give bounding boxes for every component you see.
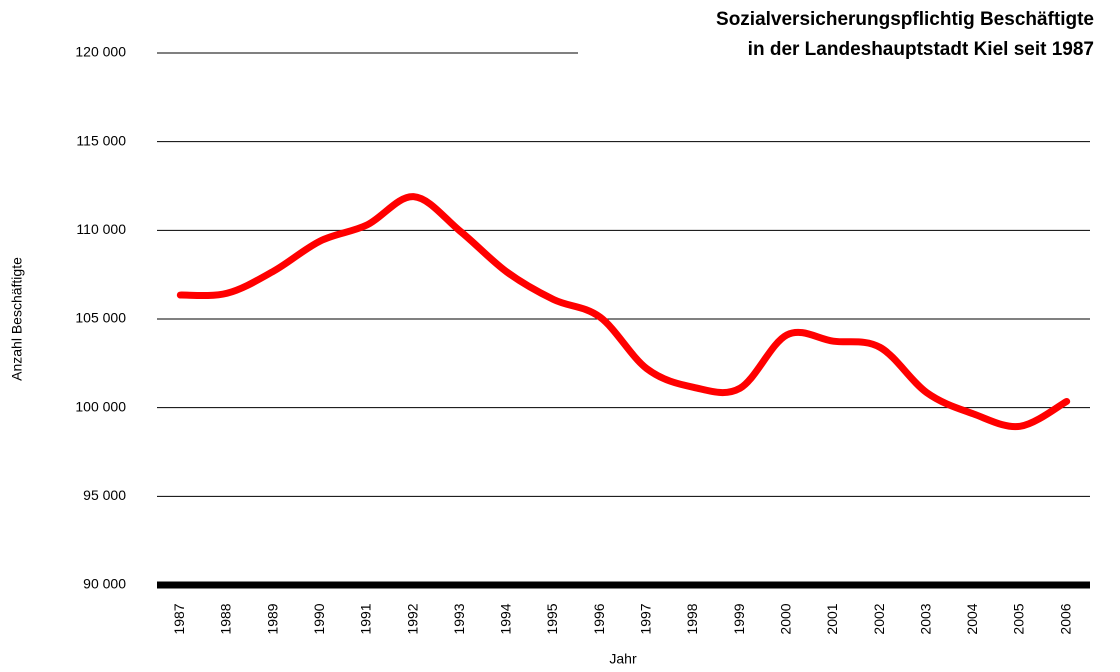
y-tick-label: 105 000: [75, 310, 126, 326]
title-background: [578, 0, 1098, 78]
x-tick-label: 2000: [777, 603, 793, 634]
x-tick-label: 1998: [684, 603, 700, 634]
x-tick-label: 2002: [871, 603, 887, 634]
data-line: [176, 193, 1071, 431]
x-tick-label: 1988: [218, 603, 234, 634]
x-tick-label: 2004: [964, 603, 980, 634]
x-tick-label: 1996: [591, 603, 607, 634]
x-tick-label: 1995: [544, 603, 560, 634]
grid: [157, 52, 1090, 586]
x-tick-label: 1992: [404, 603, 420, 634]
x-tick-label: 1999: [731, 603, 747, 634]
x-tick-label: 1991: [358, 603, 374, 634]
chart-title: in der Landeshauptstadt Kiel seit 1987: [748, 39, 1094, 60]
x-tick-label: 2006: [1057, 603, 1073, 634]
chart-title: Sozialversicherungspflichtig Beschäftigt…: [716, 9, 1094, 30]
y-tick-label: 100 000: [75, 398, 126, 414]
y-tick-label: 120 000: [75, 44, 126, 60]
x-tick-label: 1994: [498, 603, 514, 634]
x-tick-label: 2001: [824, 603, 840, 634]
x-tick-label: 2003: [917, 603, 933, 634]
y-tick-label: 90 000: [83, 576, 126, 592]
x-tick-label: 1993: [451, 603, 467, 634]
y-axis-label: Anzahl Beschäftigte: [9, 257, 25, 381]
y-tick-label: 115 000: [76, 132, 126, 148]
x-tick-label: 1990: [311, 603, 327, 634]
x-tick-label: 1989: [264, 603, 280, 634]
x-axis-label: Jahr: [609, 651, 637, 667]
x-tick-label: 1987: [171, 603, 187, 634]
x-tick-label: 1997: [638, 603, 654, 634]
x-tick-label: 2005: [1011, 603, 1027, 634]
y-tick-label: 110 000: [76, 221, 126, 237]
y-tick-label: 95 000: [83, 487, 126, 503]
